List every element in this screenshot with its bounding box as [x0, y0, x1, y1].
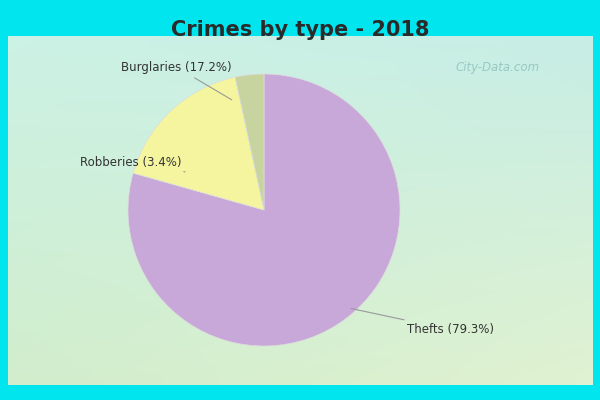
Wedge shape — [133, 77, 264, 210]
Wedge shape — [128, 74, 400, 346]
Text: Burglaries (17.2%): Burglaries (17.2%) — [121, 61, 232, 100]
Text: Robberies (3.4%): Robberies (3.4%) — [80, 156, 185, 172]
Text: Crimes by type - 2018: Crimes by type - 2018 — [171, 20, 429, 40]
Text: Thefts (79.3%): Thefts (79.3%) — [351, 308, 494, 336]
Wedge shape — [235, 74, 264, 210]
Text: City-Data.com: City-Data.com — [456, 62, 540, 74]
